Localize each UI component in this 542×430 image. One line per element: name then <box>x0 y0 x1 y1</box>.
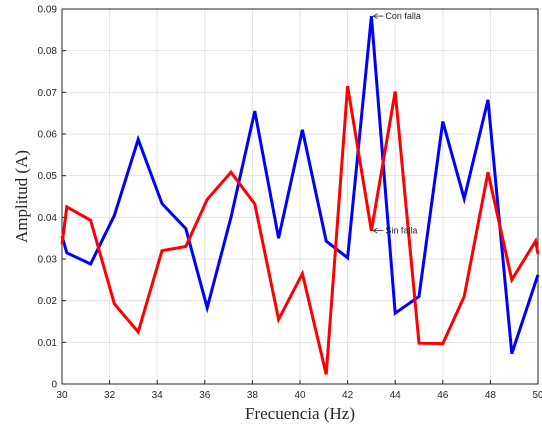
x-tick-label: 44 <box>390 390 402 401</box>
y-tick-label: 0.03 <box>38 255 58 266</box>
annotation-label: Con falla <box>385 11 421 21</box>
x-tick-label: 36 <box>199 390 211 401</box>
y-tick-label: 0.05 <box>38 171 58 182</box>
series-line-1 <box>60 15 540 355</box>
series-lines <box>60 15 540 375</box>
x-axis-label: Frecuencia (Hz) <box>245 404 355 423</box>
x-tick-label: 40 <box>294 390 306 401</box>
x-tick-label: 46 <box>437 390 449 401</box>
annotation-arrowhead <box>372 13 378 19</box>
x-tick-label: 34 <box>152 390 164 401</box>
y-tick-label: 0 <box>51 380 57 391</box>
x-tick-label: 42 <box>342 390 354 401</box>
x-tick-label: 38 <box>247 390 259 401</box>
y-tick-label: 0.09 <box>38 5 58 16</box>
y-tick-label: 0.04 <box>38 213 58 224</box>
axis-ticks: 30 32 34 36 38 40 42 44 46 48 50 0 0.01 0.02 0.03 0.04 0… <box>38 5 542 402</box>
y-tick-label: 0.02 <box>38 296 58 307</box>
x-tick-label: 30 <box>56 390 68 401</box>
annotation-arrowhead <box>372 227 378 234</box>
y-tick-label: 0.06 <box>38 130 58 141</box>
annotation-label: Sin falla <box>385 226 417 236</box>
series-line-2 <box>60 85 540 375</box>
x-tick-label: 32 <box>104 390 116 401</box>
y-tick-label: 0.01 <box>38 338 58 349</box>
x-tick-label: 48 <box>485 390 497 401</box>
y-axis-label: Amplitud (A) <box>12 150 31 243</box>
y-tick-label: 0.08 <box>38 46 58 57</box>
y-tick-label: 0.07 <box>38 88 58 99</box>
annotations: Con falla Sin falla <box>372 11 421 236</box>
x-tick-label: 50 <box>532 390 542 401</box>
